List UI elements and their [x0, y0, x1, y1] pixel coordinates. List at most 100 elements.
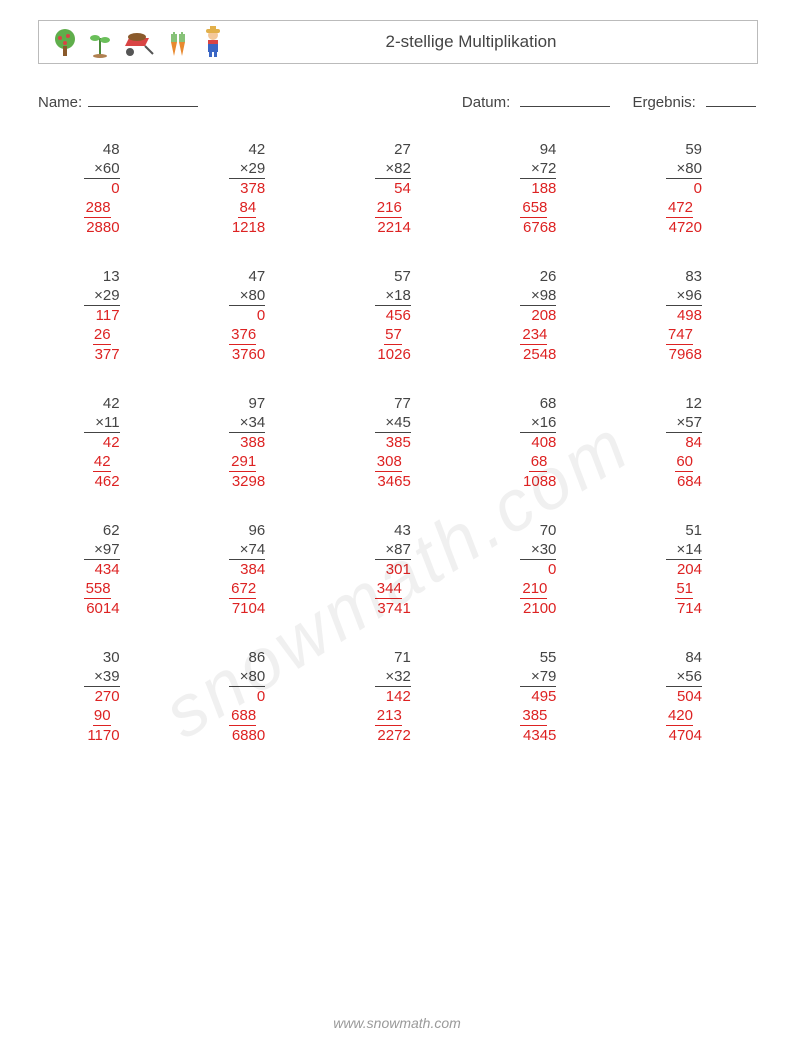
partial-product-2: 385 [520, 706, 547, 725]
partial-product-2: 288 [84, 198, 111, 217]
multiplier: ×29 [240, 159, 265, 178]
rule-under-partial-2 [229, 344, 256, 345]
partial-product-2-wrap: 42 [93, 452, 120, 472]
date-blank [520, 90, 610, 107]
problem: 57×18456571026 [329, 267, 465, 364]
rule-under-partial-2 [666, 725, 693, 726]
answer: 3465 [377, 472, 410, 491]
multiplier: ×14 [677, 540, 702, 559]
partial-product-2: 51 [675, 579, 693, 598]
sprout-icon [89, 28, 111, 58]
multiplier: ×87 [385, 540, 410, 559]
partial-product-2-wrap: 210 [520, 579, 556, 599]
result-blank [706, 90, 756, 107]
multiplicand: 57 [394, 267, 411, 286]
multiplicand: 13 [103, 267, 120, 286]
problem: 94×721886586768 [475, 140, 611, 237]
footer-url: www.snowmath.com [0, 1015, 794, 1031]
multiplier: ×16 [531, 413, 556, 432]
rule-under-partial-2 [666, 217, 693, 218]
problem: 51×1420451714 [620, 521, 756, 618]
partial-product-1: 384 [240, 560, 265, 579]
answer: 714 [677, 599, 702, 618]
answer: 1170 [87, 726, 119, 745]
partial-product-1: 54 [394, 179, 411, 198]
partial-product-1: 388 [240, 433, 265, 452]
problem: 62×974345586014 [38, 521, 174, 618]
multiplier: ×11 [95, 413, 119, 432]
rule-under-partial-2 [375, 471, 402, 472]
answer: 6014 [86, 599, 119, 618]
partial-product-1: 434 [95, 560, 120, 579]
rule-under-partial-2 [229, 471, 256, 472]
partial-product-1: 42 [103, 433, 120, 452]
partial-product-1: 270 [95, 687, 120, 706]
answer: 2880 [86, 218, 119, 237]
partial-product-2: 26 [93, 325, 111, 344]
multiplier: ×80 [240, 667, 265, 686]
partial-product-1: 385 [386, 433, 411, 452]
multiplier: ×80 [677, 159, 702, 178]
partial-product-2-wrap: 51 [675, 579, 702, 599]
partial-product-1: 378 [240, 179, 265, 198]
rule-under-partial-2 [238, 217, 256, 218]
problem: 77×453853083465 [329, 394, 465, 491]
multiplicand: 62 [103, 521, 120, 540]
multiplier: ×82 [385, 159, 410, 178]
multiplier: ×80 [240, 286, 265, 305]
farmer-icon [201, 26, 225, 58]
rule-under-partial-2 [529, 471, 547, 472]
answer: 462 [95, 472, 120, 491]
multiplicand: 43 [394, 521, 411, 540]
multiplicand: 59 [685, 140, 702, 159]
partial-product-2-wrap: 420 [666, 706, 702, 726]
multiplicand: 26 [540, 267, 557, 286]
problem: 42×114242462 [38, 394, 174, 491]
rule-under-partial-2 [229, 598, 256, 599]
partial-product-2: 90 [93, 706, 111, 725]
partial-product-2: 210 [520, 579, 547, 598]
rule-under-partial-2 [84, 217, 111, 218]
problem: 59×8004724720 [620, 140, 756, 237]
multiplier: ×97 [94, 540, 119, 559]
partial-product-2: 60 [675, 452, 693, 471]
multiplicand: 77 [394, 394, 411, 413]
partial-product-1: 117 [96, 306, 120, 325]
partial-product-2: 420 [666, 706, 693, 725]
rule-under-partial-2 [520, 217, 547, 218]
answer: 1088 [523, 472, 556, 491]
partial-product-1: 204 [677, 560, 702, 579]
partial-product-1: 0 [257, 306, 265, 325]
multiplicand: 70 [540, 521, 557, 540]
partial-product-2-wrap: 90 [93, 706, 120, 726]
answer: 4345 [523, 726, 556, 745]
partial-product-2-wrap: 558 [84, 579, 120, 599]
answer: 4720 [669, 218, 702, 237]
answer: 6880 [232, 726, 265, 745]
rule-under-partial-2 [93, 471, 111, 472]
problem: 13×2911726377 [38, 267, 174, 364]
partial-product-2: 84 [238, 198, 256, 217]
multiplier: ×72 [531, 159, 556, 178]
answer: 4704 [669, 726, 702, 745]
multiplier: ×32 [385, 667, 410, 686]
answer: 377 [95, 345, 120, 364]
rule-under-partial-2 [675, 471, 693, 472]
partial-product-2: 558 [84, 579, 111, 598]
name-blank [88, 90, 198, 107]
rule-under-partial-2 [93, 344, 111, 345]
partial-product-2: 672 [229, 579, 256, 598]
multiplicand: 42 [103, 394, 120, 413]
partial-product-2: 308 [375, 452, 402, 471]
partial-product-1: 456 [386, 306, 411, 325]
problem: 70×3002102100 [475, 521, 611, 618]
multiplier: ×79 [531, 667, 556, 686]
result-label: Ergebnis: [632, 94, 695, 111]
partial-product-2-wrap: 658 [520, 198, 556, 218]
problem: 55×794953854345 [475, 648, 611, 745]
header-box: 2-stellige Multiplikation [38, 20, 758, 64]
multiplicand: 83 [685, 267, 702, 286]
problem: 42×29378841218 [184, 140, 320, 237]
multiplicand: 68 [540, 394, 557, 413]
multiplier: ×74 [240, 540, 265, 559]
